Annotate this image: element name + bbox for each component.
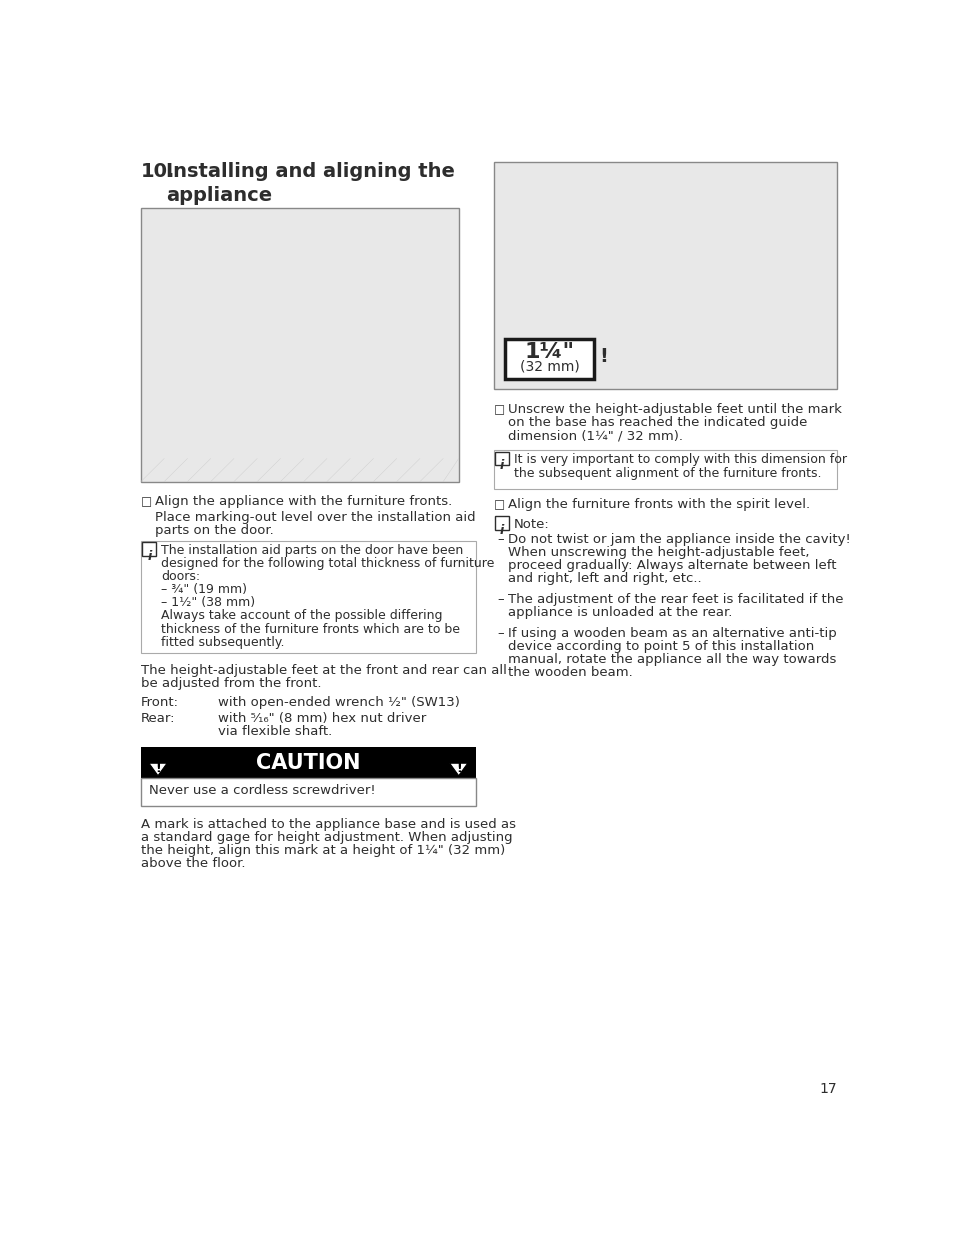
Bar	[493, 162, 836, 389]
Text: Align the appliance with the furniture fronts.: Align the appliance with the furniture f…	[154, 495, 452, 509]
Text: be adjusted from the front.: be adjusted from the front.	[141, 677, 321, 690]
Text: Never use a cordless screwdriver!: Never use a cordless screwdriver!	[149, 784, 375, 798]
Text: □: □	[493, 498, 504, 511]
Text: appliance is unloaded at the rear.: appliance is unloaded at the rear.	[507, 606, 731, 619]
Text: !: !	[456, 762, 461, 776]
Text: with ⁵⁄₁₆" (8 mm) hex nut driver: with ⁵⁄₁₆" (8 mm) hex nut driver	[218, 711, 426, 725]
Text: Note:: Note:	[513, 517, 549, 531]
Text: Always take account of the possible differing: Always take account of the possible diff…	[161, 609, 442, 622]
Text: the subsequent alignment of the furniture fronts.: the subsequent alignment of the furnitur…	[513, 467, 821, 480]
Bar	[141, 209, 458, 482]
Bar	[141, 778, 476, 805]
Text: doors:: doors:	[161, 571, 200, 583]
Text: 10.: 10.	[141, 162, 175, 182]
Text: !: !	[155, 762, 161, 776]
Text: – 1½" (38 mm): – 1½" (38 mm)	[161, 597, 255, 609]
Text: i: i	[499, 459, 504, 472]
Text: 1¼": 1¼"	[524, 342, 575, 362]
Text: □: □	[493, 403, 504, 416]
Bar	[495, 452, 509, 466]
Text: a standard gage for height adjustment. When adjusting: a standard gage for height adjustment. W…	[141, 831, 512, 845]
Text: manual, rotate the appliance all the way towards: manual, rotate the appliance all the way…	[507, 653, 835, 667]
Bar	[505, 340, 594, 379]
Text: Align the furniture fronts with the spirit level.: Align the furniture fronts with the spir…	[507, 498, 809, 511]
Bar	[495, 516, 509, 530]
Polygon shape	[149, 763, 167, 776]
Bar	[493, 450, 836, 489]
Text: □: □	[141, 495, 152, 509]
Text: – ¾" (19 mm): – ¾" (19 mm)	[161, 583, 247, 597]
Text: –: –	[497, 593, 503, 606]
Text: Installing and aligning the
appliance: Installing and aligning the appliance	[166, 162, 455, 205]
Text: Front:: Front:	[141, 697, 179, 709]
Text: the height, align this mark at a height of 1¼" (32 mm): the height, align this mark at a height …	[141, 845, 505, 857]
Text: !: !	[598, 347, 607, 366]
Text: The height-adjustable feet at the front and rear can all: The height-adjustable feet at the front …	[141, 664, 506, 677]
Text: device according to point 5 of this installation: device according to point 5 of this inst…	[507, 640, 813, 653]
Text: Unscrew the height-adjustable feet until the mark: Unscrew the height-adjustable feet until…	[507, 403, 841, 416]
Text: –: –	[497, 534, 503, 546]
Bar	[141, 541, 476, 653]
Text: If using a wooden beam as an alternative anti-tip: If using a wooden beam as an alternative…	[507, 627, 836, 640]
Text: A mark is attached to the appliance base and is used as: A mark is attached to the appliance base…	[141, 818, 516, 831]
Text: designed for the following total thickness of furniture: designed for the following total thickne…	[161, 557, 494, 571]
Text: proceed gradually: Always alternate between left: proceed gradually: Always alternate betw…	[507, 559, 835, 572]
Text: –: –	[497, 627, 503, 640]
Text: parts on the door.: parts on the door.	[154, 524, 274, 537]
Text: dimension (1¼" / 32 mm).: dimension (1¼" / 32 mm).	[507, 430, 681, 442]
Text: Place marking-out level over the installation aid: Place marking-out level over the install…	[154, 511, 475, 524]
Text: The installation aid parts on the door have been: The installation aid parts on the door h…	[161, 543, 463, 557]
Text: thickness of the furniture fronts which are to be: thickness of the furniture fronts which …	[161, 622, 459, 636]
Text: above the floor.: above the floor.	[141, 857, 245, 871]
Text: with open-ended wrench ½" (SW13): with open-ended wrench ½" (SW13)	[218, 697, 460, 709]
Text: on the base has reached the indicated guide: on the base has reached the indicated gu…	[507, 416, 806, 429]
Text: via flexible shaft.: via flexible shaft.	[218, 725, 333, 739]
Text: Do not twist or jam the appliance inside the cavity!: Do not twist or jam the appliance inside…	[507, 534, 849, 546]
Text: It is very important to comply with this dimension for: It is very important to comply with this…	[513, 453, 846, 466]
Text: i: i	[147, 550, 152, 563]
Text: When unscrewing the height-adjustable feet,: When unscrewing the height-adjustable fe…	[507, 546, 808, 559]
Text: fitted subsequently.: fitted subsequently.	[161, 636, 284, 648]
Text: The adjustment of the rear feet is facilitated if the: The adjustment of the rear feet is facil…	[507, 593, 842, 606]
Text: Rear:: Rear:	[141, 711, 175, 725]
Bar	[142, 542, 156, 556]
Text: (32 mm): (32 mm)	[519, 359, 579, 373]
Text: the wooden beam.: the wooden beam.	[507, 667, 632, 679]
Bar	[141, 747, 476, 778]
Text: and right, left and right, etc..: and right, left and right, etc..	[507, 573, 700, 585]
Text: i: i	[499, 524, 504, 537]
Text: CAUTION: CAUTION	[255, 753, 360, 773]
Polygon shape	[449, 763, 467, 776]
Text: 17: 17	[819, 1082, 836, 1097]
